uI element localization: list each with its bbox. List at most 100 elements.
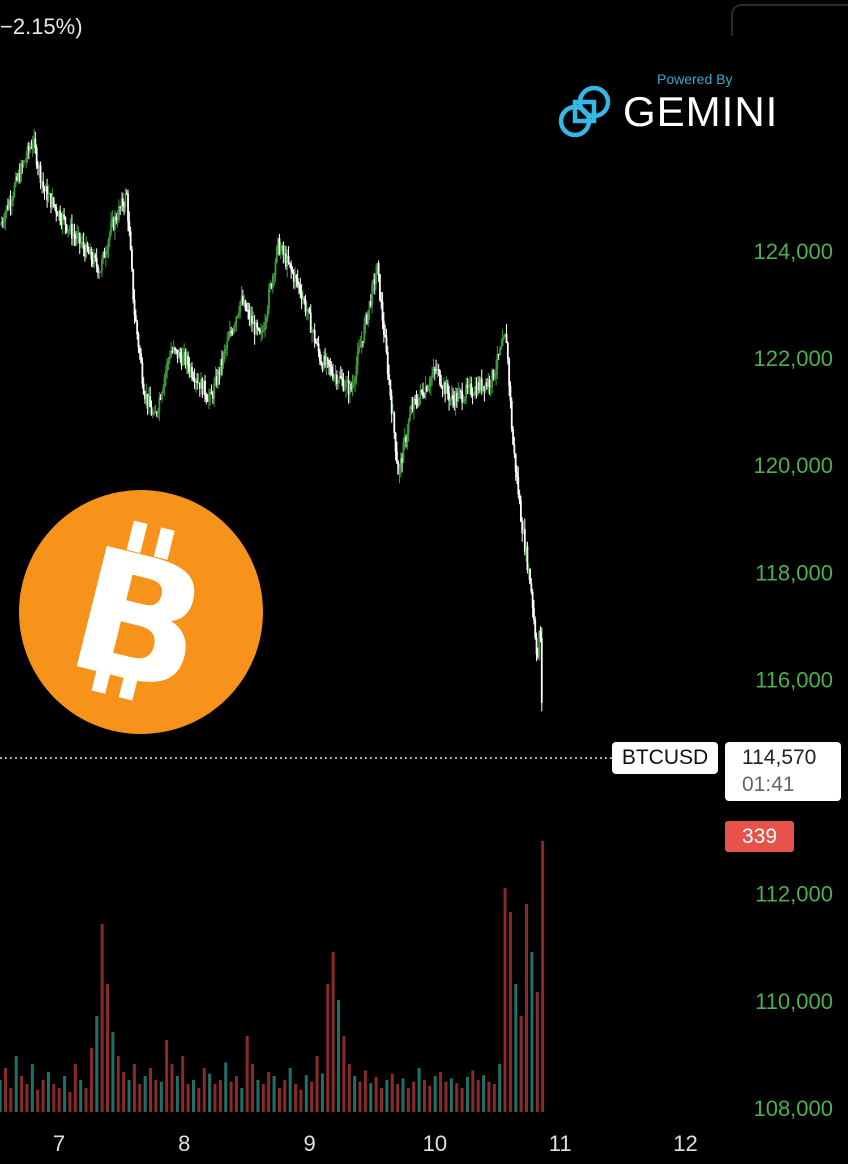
- candle: [326, 357, 329, 361]
- candle: [14, 176, 17, 185]
- candle: [439, 370, 441, 385]
- volume-bar: [535, 992, 539, 1112]
- candle: [483, 385, 486, 391]
- candle: [436, 369, 439, 371]
- candle: [368, 301, 371, 311]
- candle: [393, 412, 396, 433]
- candle: [43, 187, 46, 192]
- candle: [283, 253, 286, 256]
- candle: [18, 173, 21, 181]
- candle: [247, 309, 249, 311]
- candle: [213, 383, 216, 399]
- candle: [315, 341, 317, 344]
- volume-bar: [261, 1084, 265, 1112]
- candle: [466, 384, 469, 388]
- candle: [57, 210, 60, 217]
- candle: [167, 359, 170, 362]
- candle: [281, 245, 283, 249]
- candle: [307, 308, 310, 312]
- candle: [40, 181, 43, 183]
- candle: [132, 269, 135, 300]
- candle: [454, 392, 457, 407]
- candle: [93, 254, 95, 265]
- volume-bar: [165, 1040, 169, 1112]
- candle: [328, 360, 330, 366]
- candle: [529, 568, 531, 584]
- candle: [426, 386, 428, 392]
- candle: [35, 147, 38, 166]
- candle: [222, 353, 225, 366]
- candle: [446, 383, 449, 394]
- volume-bar: [277, 1088, 281, 1112]
- candle: [406, 433, 409, 442]
- candle: [492, 369, 495, 379]
- candle: [534, 620, 537, 638]
- toolbar-button[interactable]: [731, 4, 848, 36]
- volume-bar: [84, 1088, 88, 1112]
- volume-bar: [122, 1072, 126, 1112]
- candle: [180, 356, 183, 366]
- candle: [265, 317, 268, 323]
- candle: [150, 407, 153, 416]
- candle: [146, 393, 149, 406]
- candle: [369, 301, 372, 306]
- volume-bar: [159, 1081, 163, 1112]
- candle: [440, 384, 443, 388]
- candle: [484, 382, 487, 391]
- volume-bar: [20, 1076, 24, 1112]
- candle: [367, 310, 370, 324]
- last-price-badge: 114,570 01:41: [725, 742, 841, 801]
- volume-bar: [337, 1000, 341, 1112]
- volume-bar: [374, 1076, 378, 1112]
- bar-countdown: 01:41: [742, 773, 795, 796]
- candle: [64, 217, 67, 225]
- bitcoin-logo: B: [19, 490, 263, 734]
- candle: [54, 204, 56, 207]
- candle: [390, 395, 393, 414]
- candle: [346, 380, 349, 382]
- candle: [0, 222, 3, 226]
- candle: [138, 347, 141, 354]
- candle: [163, 377, 166, 388]
- volume-bar: [503, 888, 507, 1112]
- candle: [469, 383, 471, 385]
- volume-bar: [73, 1064, 77, 1112]
- volume-bar: [0, 1080, 2, 1112]
- candle: [497, 353, 500, 355]
- candle: [429, 378, 432, 386]
- candle: [60, 220, 63, 225]
- candle: [236, 315, 239, 317]
- candle: [312, 329, 315, 331]
- candle: [480, 378, 483, 391]
- volume-bar: [283, 1080, 287, 1112]
- candle: [526, 546, 529, 571]
- candle: [252, 321, 255, 325]
- candle: [120, 198, 123, 208]
- candle: [183, 351, 186, 356]
- candle: [299, 285, 302, 293]
- volume-bar: [396, 1084, 400, 1112]
- volume-bar: [315, 1056, 319, 1112]
- candle: [409, 413, 411, 421]
- candle: [392, 412, 394, 414]
- candle: [335, 374, 338, 385]
- volume-bar: [353, 1076, 357, 1112]
- volume-bar: [320, 1073, 324, 1112]
- candle: [405, 437, 407, 442]
- candle: [209, 392, 212, 397]
- volume-bar: [508, 912, 512, 1112]
- candle: [123, 205, 126, 207]
- candle: [470, 383, 473, 395]
- candle: [95, 257, 98, 267]
- candle: [384, 334, 387, 337]
- candle: [69, 223, 72, 230]
- candle: [510, 400, 513, 430]
- candle: [433, 368, 436, 370]
- candle: [171, 351, 174, 353]
- candle: [91, 259, 94, 265]
- candle: [505, 333, 508, 344]
- candle: [77, 232, 80, 235]
- volume-bar: [175, 1076, 179, 1112]
- volume-bar: [3, 1068, 7, 1112]
